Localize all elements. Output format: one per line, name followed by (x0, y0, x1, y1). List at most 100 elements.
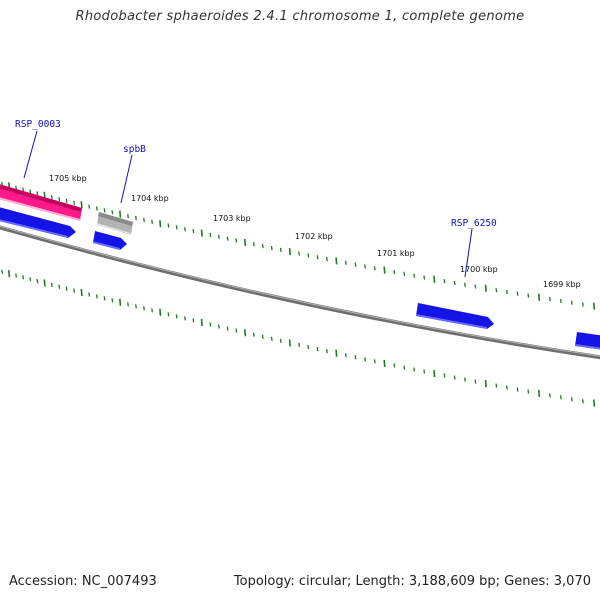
inner-tick (15, 273, 18, 278)
genome-summary-text: Topology: circular; Length: 3,188,609 bp… (233, 574, 591, 589)
gene-forward-4[interactable] (575, 332, 600, 350)
outer-tick (298, 251, 300, 256)
inner-tick (527, 389, 530, 394)
inner-tick (495, 383, 498, 388)
inner-tick (200, 318, 203, 327)
inner-tick (143, 306, 145, 311)
inner-tick (383, 359, 386, 367)
gene-forward-3[interactable] (416, 303, 494, 329)
inner-tick (335, 349, 338, 357)
outer-tick (364, 264, 366, 269)
inner-tick (516, 387, 519, 392)
chromosome-backbone-highlight (0, 225, 600, 357)
outer-tick (559, 298, 562, 304)
inner-tick (29, 277, 32, 282)
inner-tick (505, 385, 508, 390)
inner-tick (226, 326, 229, 331)
map-title: Rhodobacter sphaeroides 2.4.1 chromosome… (75, 9, 525, 24)
inner-tick (261, 334, 264, 339)
inner-tick (192, 318, 195, 323)
inner-tick (443, 373, 446, 378)
outer-tick (135, 215, 137, 221)
outer-tick (217, 234, 220, 239)
inner-tick (50, 282, 53, 287)
outer-tick (252, 242, 255, 247)
outer-tick (592, 302, 596, 310)
inner-tick (58, 284, 61, 289)
inner-tick (581, 399, 584, 404)
outer-tick (335, 257, 338, 265)
inner-tick (354, 355, 357, 360)
inner-tick (325, 349, 328, 354)
outer-tick (73, 200, 76, 205)
outer-tick (103, 208, 106, 213)
inner-tick (548, 393, 551, 398)
gene-forward-2[interactable] (93, 231, 127, 250)
inner-tick (279, 338, 282, 343)
inner-tick (344, 353, 347, 358)
chromosome-backbone (0, 225, 600, 360)
inner-tick (423, 369, 426, 374)
inner-tick (270, 336, 273, 341)
outer-tick (111, 210, 114, 215)
outer-tick (548, 297, 551, 302)
outer-tick (433, 275, 436, 283)
position-label-1701: 1701 kbp (377, 249, 415, 258)
outer-tick (413, 273, 416, 278)
outer-tick (423, 275, 426, 280)
outer-tick (354, 262, 357, 267)
outer-tick (184, 227, 186, 232)
outer-tick (209, 232, 212, 238)
inner-tick (80, 288, 83, 297)
rsp0003-leader (23, 130, 38, 179)
inner-tick (433, 369, 436, 378)
inner-tick (175, 314, 178, 319)
outer-tick (159, 220, 162, 228)
position-label-1703: 1703 kbp (213, 214, 251, 223)
outer-tick (29, 189, 32, 194)
gene-spbb[interactable] (97, 212, 133, 235)
outer-tick (50, 195, 53, 200)
inner-tick-track (1, 269, 596, 407)
outer-tick (243, 238, 247, 246)
inner-tick (413, 367, 416, 372)
outer-tick-track (1, 181, 596, 310)
inner-tick (243, 329, 247, 337)
inner-tick (537, 389, 541, 398)
inner-tick (1, 269, 4, 274)
inner-tick (373, 359, 376, 364)
outer-tick (484, 284, 487, 292)
gene-rsp0003[interactable] (0, 183, 82, 221)
position-label-1705: 1705 kbp (49, 174, 87, 183)
inner-tick (111, 298, 114, 303)
outer-tick (307, 253, 310, 258)
outer-tick (279, 247, 282, 252)
inner-tick (151, 308, 154, 313)
outer-tick (88, 204, 91, 209)
outer-tick (192, 229, 195, 234)
inner-tick (307, 344, 310, 350)
inner-tick (559, 395, 562, 400)
inner-tick (464, 377, 466, 382)
outer-tick (200, 229, 203, 237)
outer-tick (495, 288, 498, 293)
gene-label-rsp0003[interactable]: RSP_0003 (15, 119, 61, 130)
inner-tick (364, 357, 366, 362)
outer-tick (65, 198, 68, 204)
inner-tick (474, 379, 477, 384)
position-label-1702: 1702 kbp (295, 232, 333, 241)
inner-tick (73, 288, 76, 293)
outer-tick (288, 248, 291, 256)
gene-label-rsp6250[interactable]: RSP_6250 (451, 218, 497, 229)
inner-tick (159, 308, 162, 316)
inner-tick (36, 278, 39, 284)
gene-label-spbb[interactable]: spbB (123, 144, 146, 155)
outer-tick (403, 271, 406, 276)
gene-forward-1[interactable] (0, 206, 76, 238)
inner-tick (316, 346, 319, 352)
inner-tick (592, 399, 596, 407)
outer-tick (316, 255, 319, 260)
inner-tick (252, 332, 255, 337)
outer-tick (383, 266, 386, 274)
